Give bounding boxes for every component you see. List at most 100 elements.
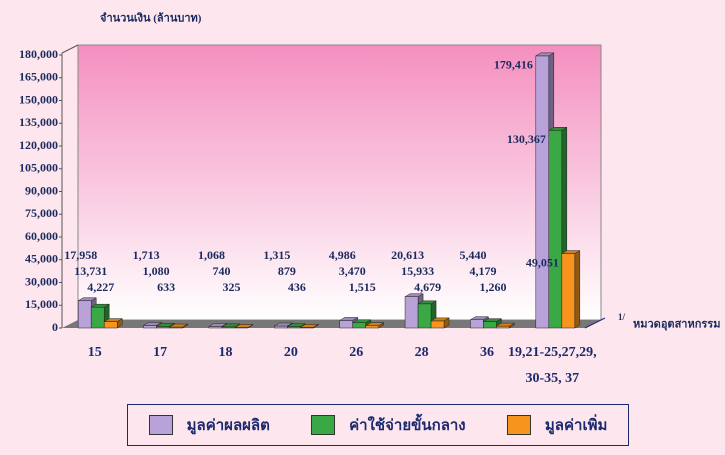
bar-front bbox=[430, 320, 445, 329]
bar-top bbox=[417, 300, 437, 305]
value-label: 436 bbox=[288, 280, 306, 294]
x-tick-label: 19,21-25,27,29, 30-35, 37 bbox=[507, 345, 597, 386]
value-label: 5,440 bbox=[459, 248, 486, 262]
bar-side bbox=[574, 250, 581, 329]
x-axis-note: 1/ bbox=[618, 312, 626, 322]
bar-front bbox=[103, 321, 118, 329]
bar-top bbox=[482, 318, 503, 322]
bar bbox=[495, 322, 516, 329]
bar-top bbox=[547, 127, 568, 131]
value-label: 130,367 bbox=[507, 132, 546, 146]
value-label: 4,679 bbox=[414, 280, 441, 294]
x-axis-title: หมวดอุตสาหกรรม bbox=[633, 319, 720, 332]
bar-front bbox=[143, 325, 157, 329]
value-label: 1,713 bbox=[133, 248, 160, 262]
bar-top bbox=[299, 324, 320, 328]
value-label: 325 bbox=[222, 280, 240, 294]
bar-front bbox=[77, 300, 92, 329]
value-label: 4,986 bbox=[329, 248, 356, 262]
x-tick-label: 36 bbox=[479, 345, 494, 360]
value-label: 1,068 bbox=[198, 248, 225, 262]
bar-front bbox=[483, 321, 497, 329]
bar-top bbox=[142, 322, 163, 326]
x-tick-label: 15 bbox=[87, 345, 102, 360]
bar bbox=[430, 317, 450, 329]
value-label: 15,933 bbox=[401, 264, 434, 278]
x-tick-label: 28 bbox=[414, 345, 429, 360]
x-axis-tail bbox=[584, 317, 606, 329]
y-tick-label: 180,000 bbox=[19, 47, 58, 61]
value-label: 20,613 bbox=[391, 248, 424, 262]
bar-front bbox=[496, 325, 510, 329]
bar-front bbox=[535, 55, 550, 329]
bar-top bbox=[364, 322, 385, 326]
legend-label: มูลค่าเพิ่ม bbox=[544, 418, 608, 434]
bar-front bbox=[404, 296, 419, 329]
bar-top bbox=[103, 318, 124, 322]
y-tick-label: 45,000 bbox=[25, 252, 58, 266]
bar-top bbox=[208, 323, 228, 327]
value-label: 179,416 bbox=[494, 58, 533, 72]
y-tick-label: 120,000 bbox=[19, 138, 58, 152]
bar bbox=[351, 319, 372, 329]
value-label: 49,051 bbox=[526, 255, 559, 269]
legend-label: ค่าใช้จ่ายขั้นกลาง bbox=[349, 418, 466, 434]
bar-top bbox=[351, 319, 372, 323]
legend-label: มูลค่าผลผลิต bbox=[186, 418, 270, 434]
value-label: 1,515 bbox=[349, 280, 376, 294]
bar-top bbox=[155, 323, 176, 327]
y-tick-label: 105,000 bbox=[19, 161, 58, 175]
bar-top bbox=[273, 322, 294, 327]
value-label: 1,315 bbox=[263, 248, 290, 262]
bar-top bbox=[221, 323, 241, 328]
legend-item: ค่าใช้จ่ายขั้นกลาง bbox=[311, 413, 466, 437]
bar-front bbox=[274, 325, 288, 329]
bar-front bbox=[365, 325, 379, 329]
y-tick-label: 75,000 bbox=[25, 206, 58, 220]
legend-swatch bbox=[311, 415, 336, 435]
bar bbox=[364, 322, 385, 329]
legend-swatch bbox=[506, 415, 531, 435]
bar-top bbox=[560, 250, 581, 254]
bar-top bbox=[286, 323, 307, 327]
bar-top bbox=[90, 303, 111, 308]
bar-top bbox=[495, 322, 516, 327]
bar bbox=[142, 321, 163, 329]
bar-top bbox=[168, 323, 189, 328]
value-label: 879 bbox=[278, 264, 296, 278]
value-label: 740 bbox=[212, 264, 230, 278]
x-tick-label: 20 bbox=[283, 345, 298, 360]
bar-top bbox=[338, 317, 359, 321]
bar bbox=[560, 250, 581, 329]
value-label: 4,179 bbox=[469, 264, 496, 278]
bar-front bbox=[470, 319, 484, 329]
bar-front bbox=[90, 306, 105, 329]
value-label: 4,227 bbox=[87, 280, 114, 294]
value-label: 3,470 bbox=[339, 264, 366, 278]
bar-top bbox=[234, 324, 254, 328]
bar-front bbox=[561, 253, 576, 329]
bar-front bbox=[417, 303, 432, 329]
legend-item: มูลค่าเพิ่ม bbox=[506, 413, 608, 437]
y-axis-title: จำนวนเงิน (ล้านบาท) bbox=[100, 12, 202, 25]
bar-front bbox=[339, 320, 353, 329]
y-tick-label: 165,000 bbox=[19, 70, 58, 84]
legend-item: มูลค่าผลผลิต bbox=[148, 413, 270, 437]
bar-top bbox=[534, 52, 555, 57]
bar bbox=[234, 324, 254, 329]
value-label: 13,731 bbox=[74, 264, 107, 278]
legend-swatch bbox=[148, 415, 173, 435]
y-tick-label: 15,000 bbox=[25, 297, 58, 311]
value-label: 17,958 bbox=[64, 248, 97, 262]
bar bbox=[168, 323, 189, 329]
bar-front bbox=[548, 130, 563, 329]
x-tick-label: 17 bbox=[153, 345, 168, 360]
value-label: 1,260 bbox=[479, 280, 506, 294]
floor bbox=[62, 320, 601, 328]
value-label: 1,080 bbox=[143, 264, 170, 278]
legend: มูลค่าผลผลิต ค่าใช้จ่ายขั้นกลาง มูลค่าเพิ่… bbox=[127, 404, 629, 446]
value-label: 633 bbox=[157, 280, 175, 294]
bar-top bbox=[469, 316, 490, 320]
y-tick-label: 30,000 bbox=[25, 274, 58, 288]
